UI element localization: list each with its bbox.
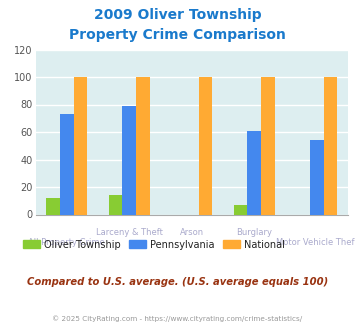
Text: All Property Crime: All Property Crime (28, 238, 105, 247)
Bar (136, 77, 150, 214)
Bar (73, 77, 87, 214)
Text: Compared to U.S. average. (U.S. average equals 100): Compared to U.S. average. (U.S. average … (27, 277, 328, 287)
Bar (310, 140, 323, 214)
Text: Larceny & Theft: Larceny & Theft (96, 228, 163, 237)
Bar (60, 114, 73, 214)
Bar (247, 131, 261, 214)
Bar (109, 195, 122, 214)
Text: Motor Vehicle Theft: Motor Vehicle Theft (276, 238, 355, 247)
Bar (261, 77, 275, 214)
Bar (198, 77, 212, 214)
Text: 2009 Oliver Township: 2009 Oliver Township (94, 8, 261, 22)
Text: © 2025 CityRating.com - https://www.cityrating.com/crime-statistics/: © 2025 CityRating.com - https://www.city… (53, 315, 302, 322)
Bar (46, 198, 60, 214)
Text: Arson: Arson (180, 228, 204, 237)
Text: Burglary: Burglary (236, 228, 272, 237)
Bar (122, 106, 136, 214)
Bar (234, 205, 247, 215)
Bar (323, 77, 337, 214)
Legend: Oliver Township, Pennsylvania, National: Oliver Township, Pennsylvania, National (19, 236, 289, 254)
Text: Property Crime Comparison: Property Crime Comparison (69, 28, 286, 42)
